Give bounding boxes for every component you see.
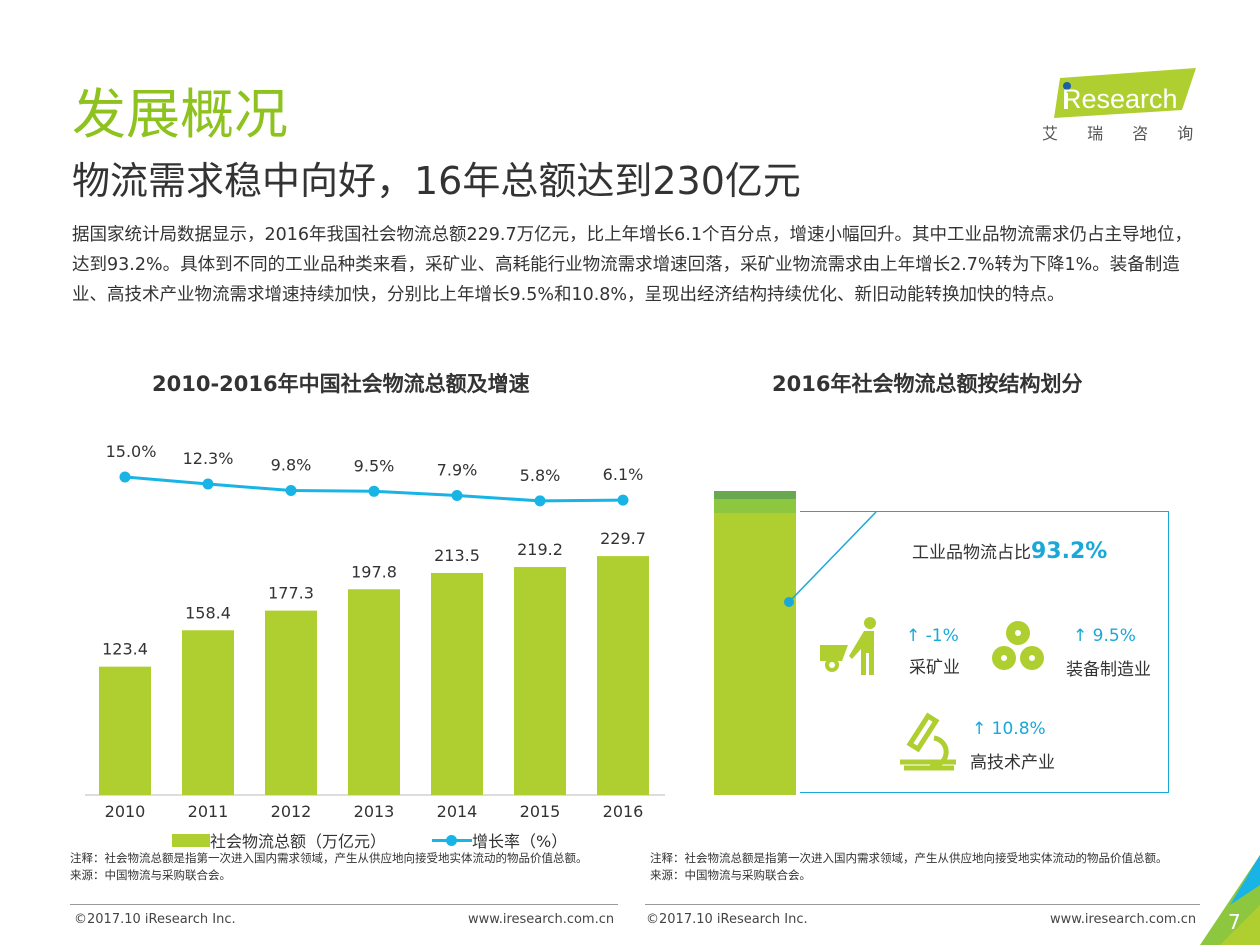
growth-point-2016 [617, 494, 629, 506]
left-note: 注释：社会物流总额是指第一次进入国内需求领域，产生从供应地向接受地实体流动的物品… [70, 851, 588, 882]
bar-label-2010: 123.4 [102, 640, 148, 659]
industrial-share: 工业品物流占比93.2% [912, 539, 1108, 564]
bar-2010 [99, 666, 151, 795]
equipment-label: 装备制造业 [1066, 660, 1151, 680]
segment-industrial [714, 513, 796, 795]
x-tick-2014: 2014 [437, 802, 478, 821]
legend-bar-label: 社会物流总额（万亿元） [210, 832, 387, 851]
x-tick-2013: 2013 [354, 802, 395, 821]
legend-bar-swatch [172, 833, 210, 847]
left-url[interactable]: www.iresearch.com.cn [468, 912, 615, 927]
mining-change: ↑ -1% [906, 626, 959, 646]
growth-point-2010 [119, 471, 131, 483]
mining-label: 采矿业 [909, 658, 960, 678]
industrial-share-value: 93.2% [1031, 539, 1108, 564]
hightech-change: ↑ 10.8% [972, 719, 1046, 739]
x-tick-2010: 2010 [105, 802, 146, 821]
bar-2013 [348, 589, 400, 795]
right-divider [645, 904, 1200, 905]
right-chart-title: 2016年社会物流总额按结构划分 [772, 372, 1083, 396]
segment-other-1 [714, 499, 796, 513]
structure-stacked-bar [714, 491, 796, 795]
body-paragraph: 据国家统计局数据显示，2016年我国社会物流总额229.7万亿元，比上年增长6.… [72, 225, 1192, 305]
growth-point-2012 [285, 485, 297, 497]
legend-line-swatch [432, 834, 473, 846]
svg-text:Research: Research [1062, 84, 1178, 114]
growth-label-2010: 15.0% [106, 442, 157, 461]
bar-2015 [514, 567, 566, 795]
logo-chinese: 艾 瑞 咨 询 [1042, 124, 1206, 143]
right-note: 注释：社会物流总额是指第一次进入国内需求领域，产生从供应地向接受地实体流动的物品… [650, 851, 1168, 882]
gears-icon [992, 621, 1044, 670]
growth-label-2016: 6.1% [603, 465, 644, 484]
growth-point-2014 [451, 489, 463, 501]
right-url[interactable]: www.iresearch.com.cn [1050, 912, 1197, 927]
x-tick-2015: 2015 [520, 802, 561, 821]
corner-decoration [1200, 855, 1260, 945]
left-divider [70, 904, 618, 905]
growth-label-2015: 5.8% [520, 466, 561, 485]
industrial-callout-panel [800, 511, 1169, 793]
bar-line-chart: 123.4 2010 158.4 2011 177.3 2012 197.8 2013 213.… [85, 442, 665, 821]
wheelbarrow-worker-icon [820, 617, 876, 675]
page-title: 发展概况 [72, 83, 288, 146]
iresearch-logo: Research 艾 瑞 咨 询 [1040, 66, 1200, 146]
bar-label-2015: 219.2 [517, 540, 563, 559]
x-tick-2016: 2016 [603, 802, 644, 821]
bar-2012 [265, 610, 317, 795]
legend-line-label: 增长率（%） [472, 832, 568, 851]
bar-label-2016: 229.7 [600, 529, 646, 548]
right-copyright: ©2017.10 iResearch Inc. [646, 912, 808, 927]
growth-label-2013: 9.5% [354, 456, 395, 475]
callout-connector [784, 511, 877, 607]
left-chart-title: 2010-2016年中国社会物流总额及增速 [152, 372, 530, 396]
bar-label-2011: 158.4 [185, 603, 231, 622]
bar-label-2013: 197.8 [351, 562, 397, 581]
segment-other-2 [714, 491, 796, 499]
bar-label-2012: 177.3 [268, 584, 314, 603]
x-tick-2012: 2012 [271, 802, 312, 821]
hightech-label: 高技术产业 [970, 753, 1055, 773]
legend: 社会物流总额（万亿元） 增长率（%） [172, 828, 567, 852]
page-subtitle: 物流需求稳中向好，16年总额达到230亿元 [72, 159, 801, 203]
left-copyright: ©2017.10 iResearch Inc. [74, 912, 236, 927]
x-tick-2011: 2011 [188, 802, 229, 821]
growth-point-2013 [368, 485, 380, 497]
bar-label-2014: 213.5 [434, 546, 480, 565]
microscope-icon [900, 712, 956, 771]
bar-2011 [182, 630, 234, 795]
logo-icon: Research [1054, 68, 1196, 118]
growth-label-2011: 12.3% [183, 449, 234, 468]
bar-2014 [431, 572, 483, 795]
growth-label-2014: 7.9% [437, 460, 478, 479]
equipment-change: ↑ 9.5% [1073, 626, 1136, 646]
bar-2016 [597, 556, 649, 795]
growth-point-2011 [202, 478, 214, 490]
page-number: 7 [1228, 910, 1241, 934]
growth-point-2015 [534, 495, 546, 507]
growth-label-2012: 9.8% [271, 456, 312, 475]
